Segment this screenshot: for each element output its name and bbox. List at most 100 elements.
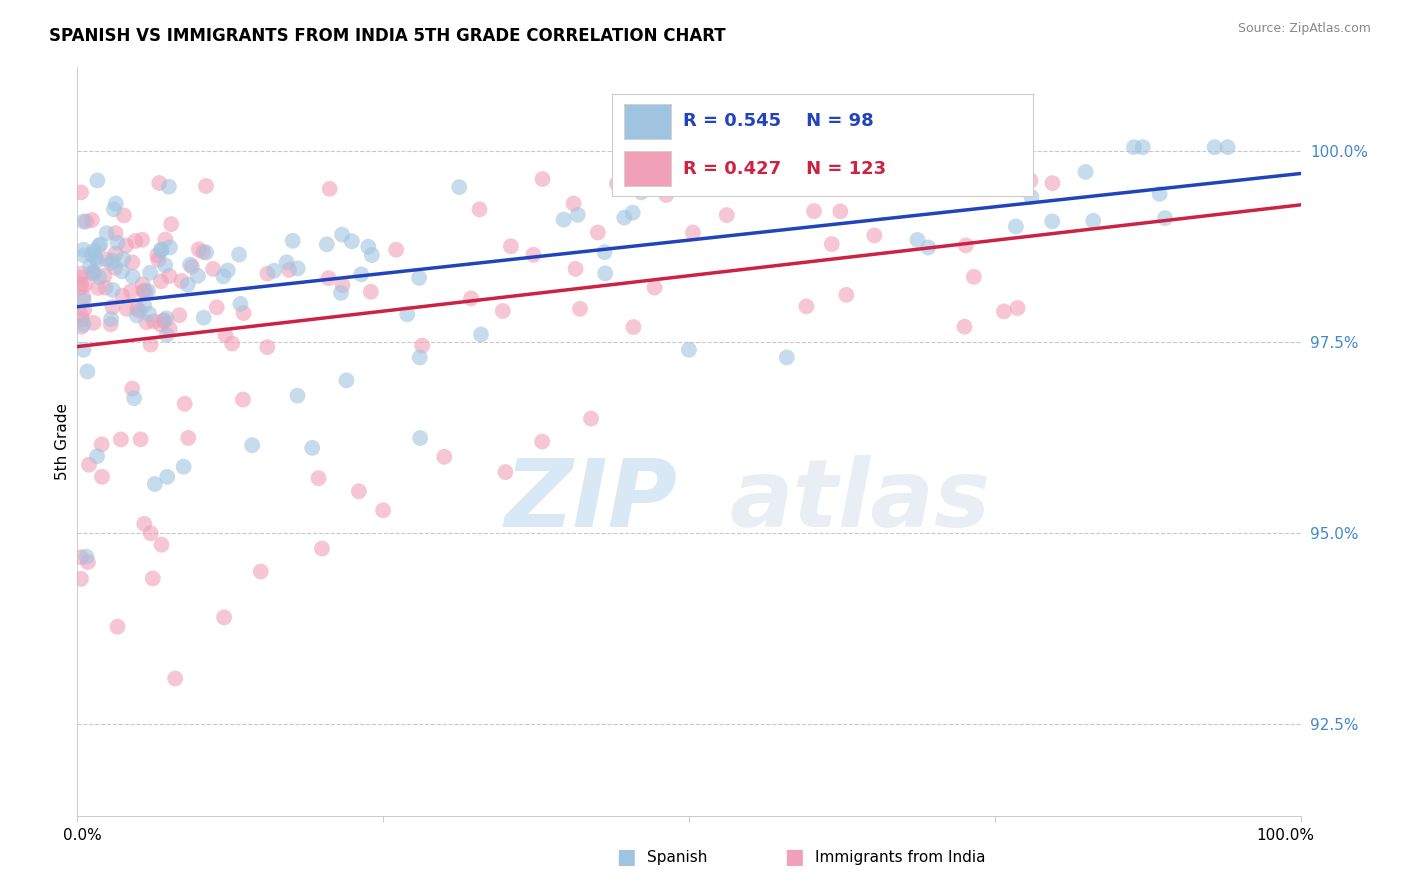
Point [143,477,166,491]
Point [129,433,152,447]
Point [315,237,337,252]
Point [107,235,129,250]
Point [173,397,195,411]
Point [229,297,252,311]
Point [148,252,170,267]
Point [121,255,143,269]
Point [70,550,93,565]
Point [329,285,352,300]
Point [318,271,340,285]
Point [621,205,644,219]
Point [655,188,678,202]
Point [593,245,616,260]
Point [86,173,108,187]
Text: 100.0%: 100.0% [1257,828,1315,843]
Point [470,327,492,342]
Point [278,263,301,277]
Point [863,228,886,243]
Point [72,343,94,357]
Point [335,373,357,387]
Point [177,277,200,292]
Point [156,328,179,343]
Point [332,278,354,293]
Point [981,150,1004,164]
Point [193,244,215,259]
Text: atlas: atlas [730,456,991,548]
Point [468,202,491,217]
Point [276,255,298,269]
Point [87,239,110,253]
Point [149,274,172,288]
Point [492,304,515,318]
Point [301,441,323,455]
Point [72,318,94,332]
Point [357,240,380,254]
Point [630,186,652,200]
Point [256,267,278,281]
Point [835,288,858,302]
Point [159,322,181,336]
Point [564,261,586,276]
Point [371,503,394,517]
Point [76,364,98,378]
Point [104,246,127,260]
Point [221,336,243,351]
Point [263,264,285,278]
Point [101,300,124,314]
Point [773,180,796,194]
Point [411,339,433,353]
Point [121,382,143,396]
Text: Spanish: Spanish [647,850,707,865]
Point [73,277,96,292]
Point [121,269,143,284]
Point [73,302,96,317]
Point [104,260,127,275]
Point [993,173,1015,187]
Point [212,269,235,284]
Point [150,243,173,257]
Point [569,301,592,316]
Point [953,319,976,334]
Point [360,285,382,299]
Point [104,226,127,240]
Point [159,240,181,254]
Point [131,233,153,247]
Point [1204,140,1226,154]
Point [350,268,373,282]
Point [94,281,117,295]
Point [83,316,105,330]
Point [993,304,1015,318]
Bar [624,104,671,139]
Point [125,309,148,323]
Point [361,248,384,262]
Y-axis label: 5th Grade: 5th Grade [55,403,70,480]
Point [212,610,235,624]
Point [803,204,825,219]
Point [593,266,616,280]
Point [250,565,273,579]
Point [80,247,103,261]
Point [115,238,138,252]
Point [821,237,844,252]
Point [111,288,134,302]
Point [155,233,177,247]
Point [181,260,204,274]
Point [157,179,180,194]
Point [1019,173,1042,187]
Point [132,284,155,298]
Point [682,226,704,240]
Point [1154,211,1177,226]
Point [83,244,105,258]
Point [1007,301,1029,315]
Point [803,172,825,186]
Point [72,290,94,304]
Point [82,265,104,279]
Point [86,449,108,463]
Point [86,253,108,268]
Point [100,256,122,270]
Point [217,263,239,277]
Point [134,516,156,531]
Text: Immigrants from India: Immigrants from India [815,850,986,865]
Point [72,243,94,257]
Point [214,328,236,343]
